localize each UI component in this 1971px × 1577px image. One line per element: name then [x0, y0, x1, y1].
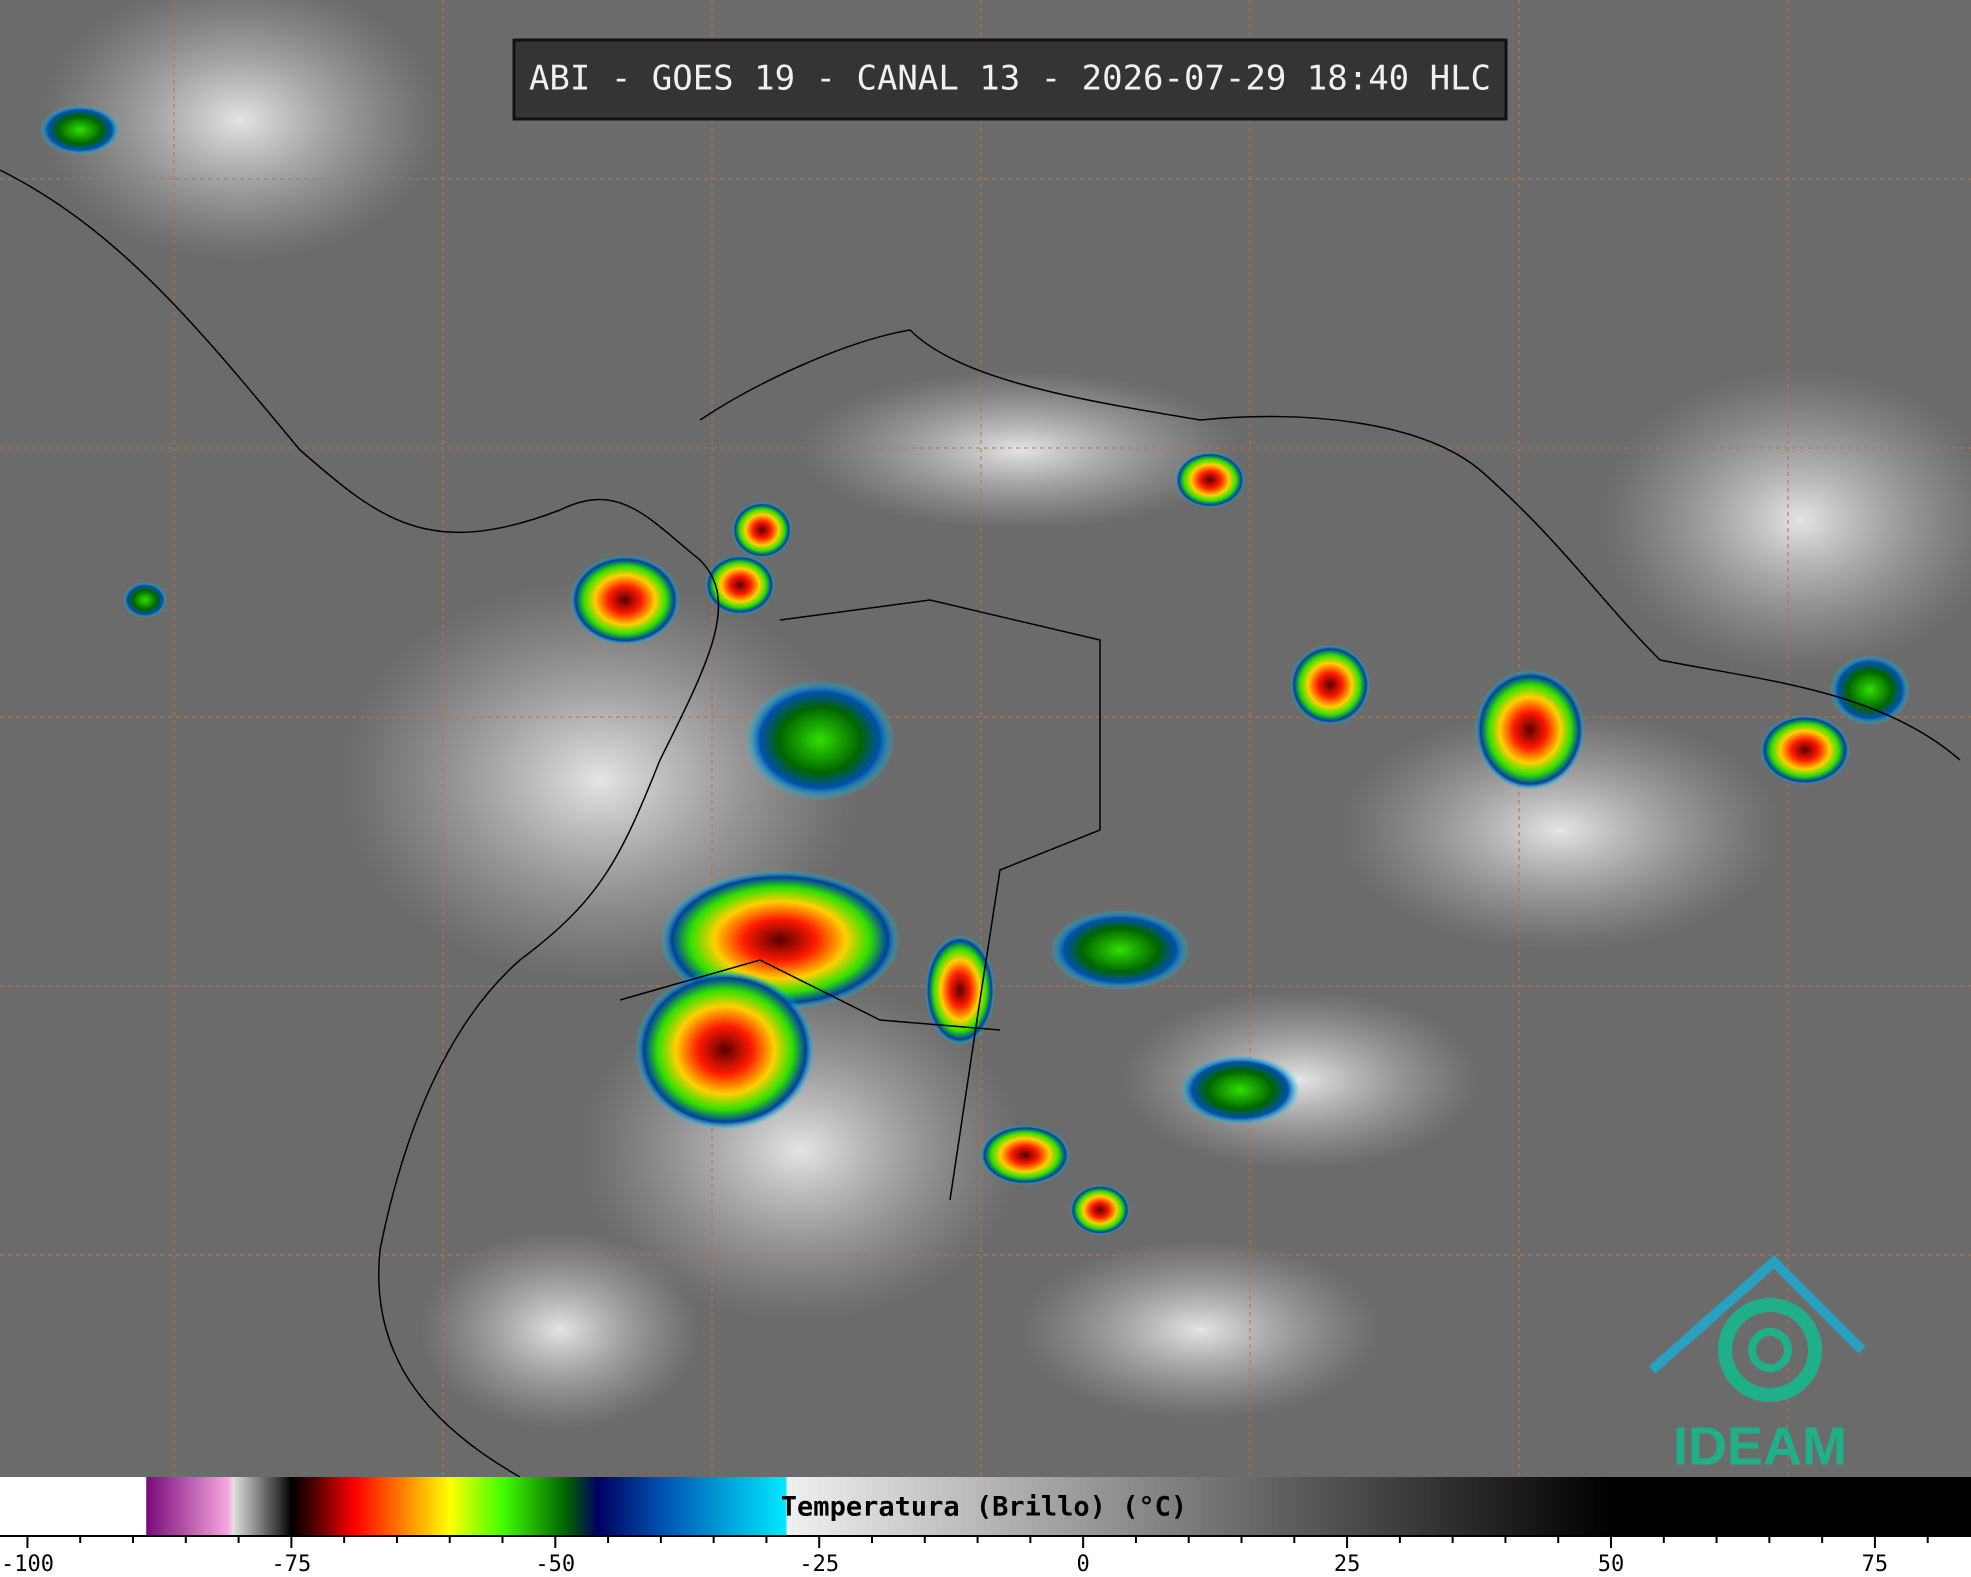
tick-label: -100	[1, 1552, 54, 1577]
map	[0, 0, 1971, 1478]
logo: IDEAM	[1648, 1255, 1866, 1476]
tick-label: 0	[1077, 1552, 1090, 1577]
clouds	[40, 0, 1971, 1430]
storms	[40, 105, 1910, 1235]
logo-text: IDEAM	[1673, 1416, 1847, 1476]
title: ABI - GOES 19 - CANAL 13 - 2026-07-29 18…	[529, 59, 1491, 99]
tick-label: -50	[535, 1552, 575, 1577]
tick-label: 50	[1598, 1552, 1625, 1577]
tick-label: -75	[271, 1552, 311, 1577]
coastlines	[0, 169, 1961, 1478]
colorbar: Temperatura (Brillo) (°C) -100 -75 -50 -25 0…	[0, 1477, 1971, 1577]
tick-label: 25	[1334, 1552, 1361, 1577]
colorbar-ramp	[0, 1477, 1971, 1536]
tick-label: 75	[1862, 1552, 1889, 1577]
title-box: ABI - GOES 19 - CANAL 13 - 2026-07-29 18…	[512, 38, 1508, 121]
colorbar-label: Temperatura (Brillo) (°C)	[781, 1492, 1187, 1523]
tick-label: -25	[799, 1552, 839, 1577]
